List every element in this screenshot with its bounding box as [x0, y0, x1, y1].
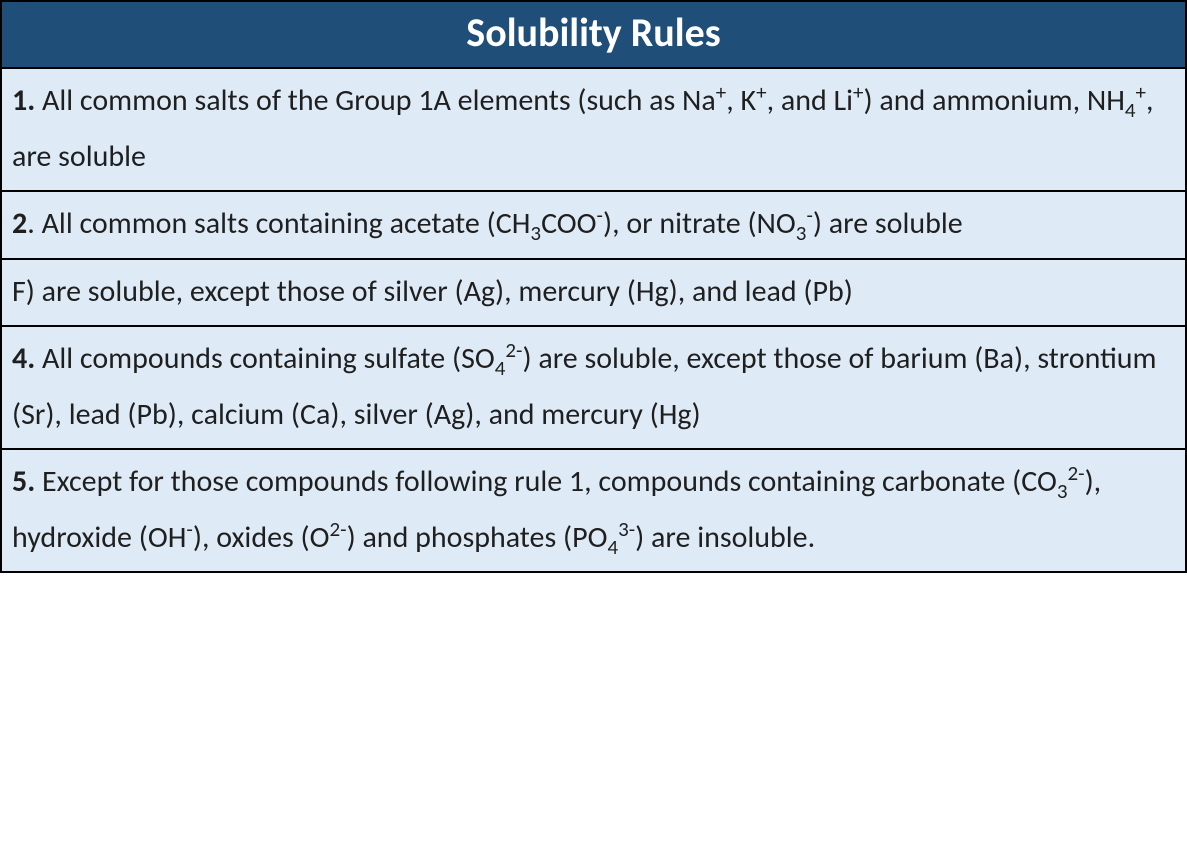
rule-row-5: 5. Except for those compounds following …	[2, 450, 1185, 571]
rule-text: F) are soluble, except those of silver (…	[12, 273, 853, 310]
table-title: Solubility Rules	[2, 2, 1185, 69]
rule-number: 5.	[12, 463, 35, 500]
rule-number: 4.	[12, 340, 35, 377]
rule-row-3: F) are soluble, except those of silver (…	[2, 260, 1185, 328]
rule-text: All common salts of the Group 1A element…	[12, 82, 1154, 175]
rule-number: 2	[12, 205, 27, 242]
rule-text: . All common salts containing acetate (C…	[27, 205, 962, 242]
rule-row-4: 4. All compounds containing sulfate (SO4…	[2, 327, 1185, 450]
solubility-rules-table: Solubility Rules 1. All common salts of …	[0, 0, 1187, 573]
rule-row-1: 1. All common salts of the Group 1A elem…	[2, 69, 1185, 192]
rule-text: All compounds containing sulfate (SO42-)…	[12, 340, 1157, 433]
rule-text: Except for those compounds following rul…	[12, 463, 1101, 556]
rule-number: 1.	[12, 82, 35, 119]
rule-row-2: 2. All common salts containing acetate (…	[2, 192, 1185, 260]
